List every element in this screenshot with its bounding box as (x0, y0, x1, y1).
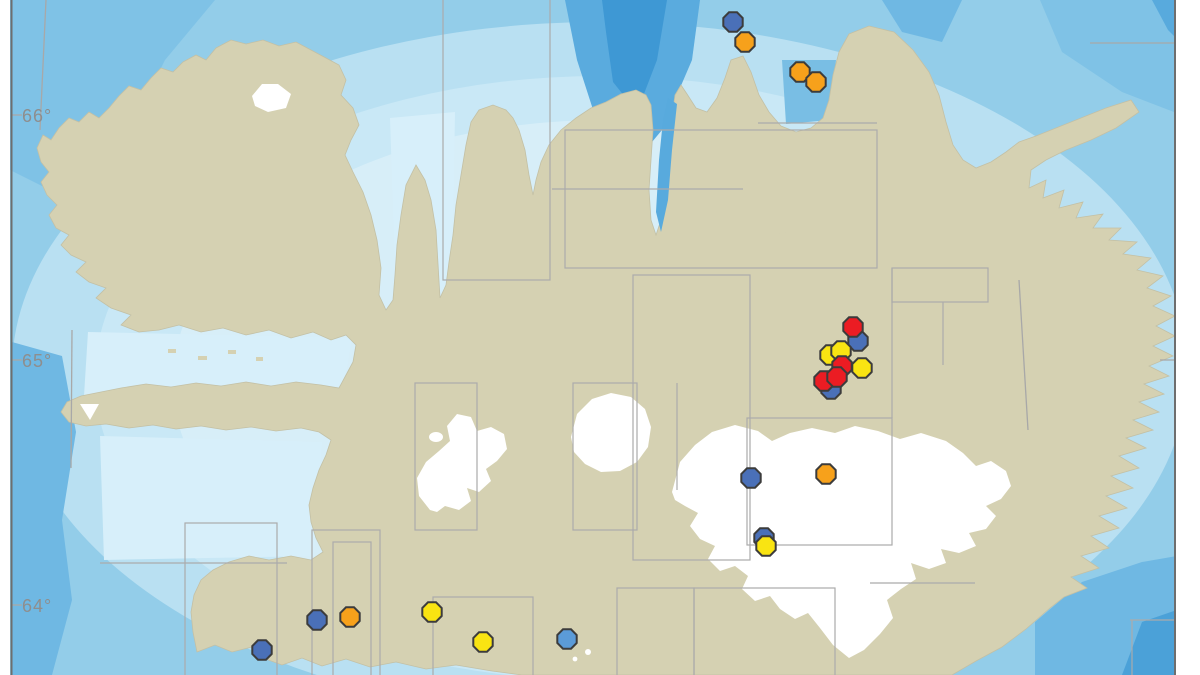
earthquake-marker-blue[interactable] (251, 639, 273, 661)
glacier-snaefellsjokull (80, 404, 99, 420)
fjord-eyjafjordur (656, 98, 677, 232)
lake (572, 656, 578, 662)
bay-faxafloi (100, 436, 322, 560)
seismic-region-box (414, 382, 478, 531)
glacier-drangajokull (252, 84, 291, 112)
earthquake-marker-yellow[interactable] (755, 535, 777, 557)
seismic-region-box (432, 596, 534, 675)
earthquake-marker-blue[interactable] (306, 609, 328, 631)
frame-right (1176, 0, 1200, 675)
seismic-region-boxes (100, 0, 1200, 675)
island-grimsey (776, 232, 791, 243)
earthquake-marker-red[interactable] (842, 316, 864, 338)
earthquake-marker-red[interactable] (826, 366, 848, 388)
islet (198, 356, 207, 360)
earthquake-marker-orange[interactable] (789, 61, 811, 83)
glacier-langjokull (417, 414, 507, 512)
earthquake-marker-orange[interactable] (339, 606, 361, 628)
latitude-label-65: 65° (22, 351, 52, 371)
earthquake-marker-yellow[interactable] (421, 601, 443, 623)
graticule-layer: 66° 65° 64° (12, 0, 1175, 616)
earthquake-marker-blue[interactable] (722, 11, 744, 33)
latitude-label-66: 66° (22, 106, 52, 126)
seismic-region-box (891, 267, 989, 303)
deep-patch-north (882, 0, 962, 42)
seismic-region-box (184, 522, 278, 675)
earthquake-marker-orange[interactable] (805, 71, 827, 93)
seismic-region-box (564, 129, 878, 269)
small-glacier (429, 432, 443, 442)
meridian-line (39, 0, 47, 131)
seismic-region-box (332, 541, 372, 675)
meridian-line (70, 329, 73, 469)
earthquake-marker-lightblue[interactable] (556, 628, 578, 650)
glacier-hofsjokull (571, 393, 651, 472)
meridian-line (1018, 279, 1029, 431)
seismic-region-box (693, 587, 836, 675)
deep-strip-west (12, 342, 76, 675)
seismic-region-box (442, 0, 551, 281)
islet (228, 350, 236, 354)
seismic-region-box (311, 529, 381, 675)
seismic-region-box (572, 382, 638, 531)
deep-patch-northeast (1040, 0, 1200, 122)
latitude-label-64: 64° (22, 596, 52, 616)
earthquake-marker-orange[interactable] (734, 31, 756, 53)
islet (256, 357, 263, 361)
bay-breidafjordur (84, 332, 352, 396)
earthquake-marker-blue[interactable] (740, 467, 762, 489)
frame-left (0, 0, 10, 675)
earthquake-marker-yellow[interactable] (472, 631, 494, 653)
earthquake-markers (251, 11, 873, 661)
islet (168, 349, 176, 353)
deepest-trough-north (602, 0, 667, 112)
earthquake-marker-orange[interactable] (815, 463, 837, 485)
earthquake-marker-yellow[interactable] (851, 357, 873, 379)
lake (585, 649, 591, 655)
